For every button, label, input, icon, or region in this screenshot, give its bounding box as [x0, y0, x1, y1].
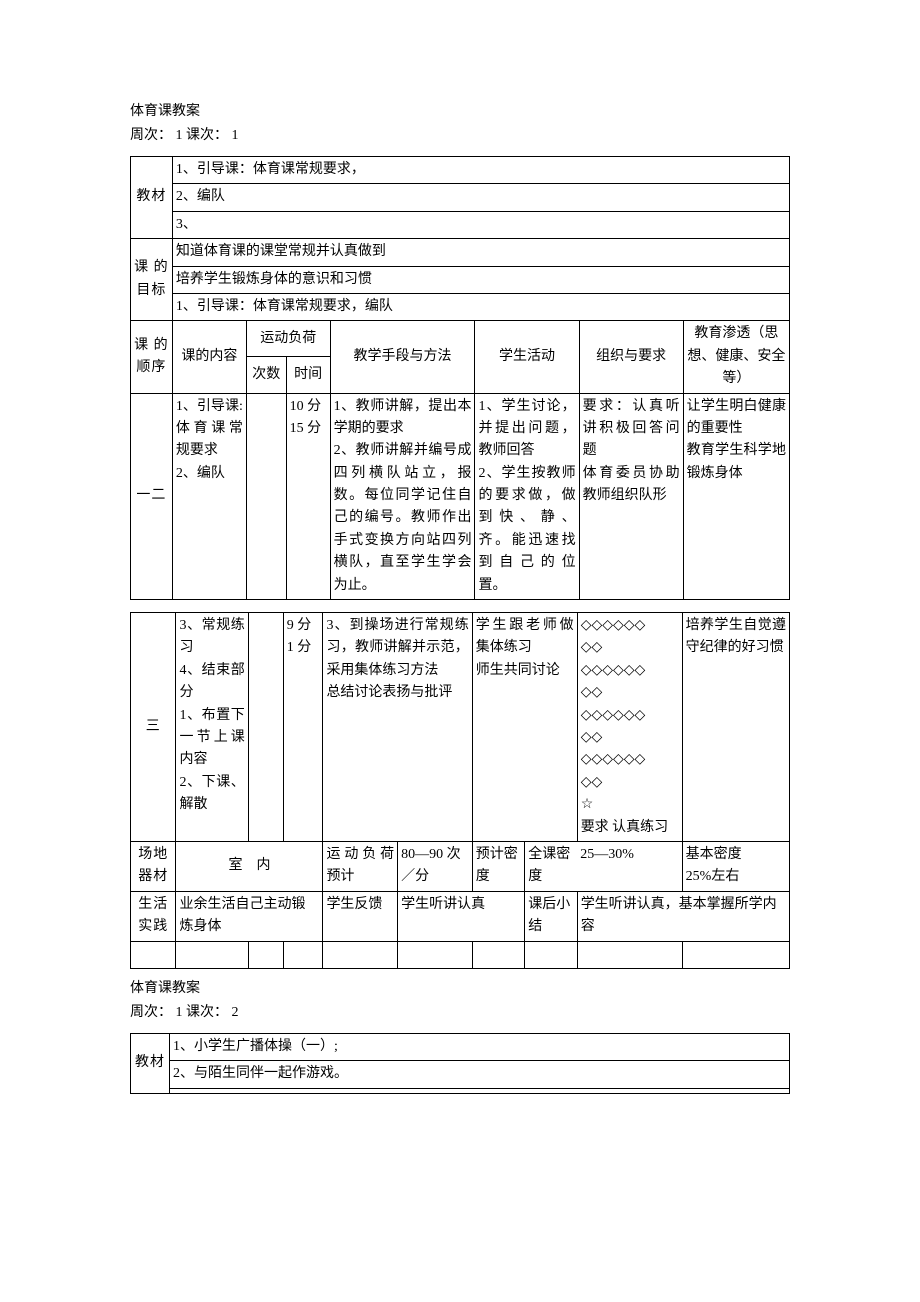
doc-title-1: 体育课教案	[130, 100, 790, 120]
shenghuo-value: 业余生活自己主动锻炼身体	[176, 891, 323, 941]
t1r1-time: 10 分15 分	[286, 393, 330, 600]
session-label-1: 课次：	[186, 128, 228, 143]
week-value-2: 1	[176, 1005, 183, 1020]
feedback-value: 学生听讲认真	[398, 891, 525, 941]
load-forecast-value: 80—90 次／分	[398, 841, 473, 891]
t1r1-edu: 让学生明白健康的重要性教育学生科学地锻炼身体	[683, 393, 789, 600]
session-label-2: 课次：	[186, 1005, 228, 1020]
col-count: 次数	[246, 357, 286, 393]
mubiao-row-0: 知道体育课的课堂常规并认真做到	[172, 239, 789, 266]
jiaocai-label-2: 教材	[131, 1033, 170, 1093]
lesson1-table-top: 教材 1、引导课：体育课常规要求， 2、编队 3、 课 的目标 知道体育课的课堂…	[130, 156, 790, 600]
empty-row	[131, 941, 790, 968]
full-density-value: 25—30%	[577, 841, 682, 891]
week-session-1: 周次： 1 课次： 1	[130, 124, 790, 144]
session-value-2: 2	[232, 1005, 239, 1020]
changdi-label: 场地器材	[131, 841, 176, 891]
t1r1-method: 1、教师讲解，提出本学期的要求2、教师讲解并编号成四列横队站立，报数。每位同学记…	[330, 393, 475, 600]
col-load: 运动负荷	[246, 321, 330, 357]
l2-jiaocai-row-0: 1、小学生广播体操（一）;	[170, 1033, 790, 1060]
mubiao-row-2: 1、引导课：体育课常规要求，编队	[172, 293, 789, 320]
density-forecast-label: 预计密度	[472, 841, 524, 891]
t1r1-content: 1、引导课: 体育课常规要求2、编队	[172, 393, 246, 600]
doc-title-2: 体育课教案	[130, 977, 790, 997]
t1r1-org: 要求：认真听讲积极回答问题体育委员协助教师组织队形	[579, 393, 683, 600]
mubiao-row-1: 培养学生锻炼身体的意识和习惯	[172, 266, 789, 293]
week-value-1: 1	[176, 128, 183, 143]
t1r1-count	[246, 393, 286, 600]
col-edu: 教育渗透（思想、健康、安全等）	[683, 321, 789, 393]
t2r1-time: 9 分1 分	[283, 613, 323, 842]
t1r1-activity: 1、学生讨论，并提出问题，教师回答2、学生按教师的要求做，做到快、静、齐。能迅速…	[475, 393, 579, 600]
t2r1-activity: 学生跟老师做集体练习师生共同讨论	[472, 613, 577, 842]
lesson1-table-bottom: 三 3、常规练习4、结束部分1、布置下一节上课内容2、下课、解散 9 分1 分 …	[130, 612, 790, 969]
full-density-label: 全课密度	[525, 841, 577, 891]
l2-jiaocai-row-1: 2、与陌生同伴一起作游戏。	[170, 1061, 790, 1088]
shunxu-label: 课 的顺序	[131, 321, 173, 393]
l2-jiaocai-row-2	[170, 1088, 790, 1093]
col-org: 组织与要求	[579, 321, 683, 393]
t2r1-edu: 培养学生自觉遵守纪律的好习惯	[682, 613, 789, 842]
col-time: 时间	[286, 357, 330, 393]
shenghuo-label: 生活实践	[131, 891, 176, 941]
t1r1-seq: 一二	[131, 393, 173, 600]
col-activity: 学生活动	[475, 321, 579, 393]
basic-density: 基本密度25%左右	[682, 841, 789, 891]
col-content: 课的内容	[172, 321, 246, 393]
t2r1-org: ◇◇◇◇◇◇◇◇◇◇◇◇◇◇◇◇◇◇◇◇◇◇◇◇◇◇◇◇◇◇◇◇☆要求 认真练习	[577, 613, 682, 842]
changdi-value: 室 内	[176, 841, 323, 891]
session-value-1: 1	[232, 128, 239, 143]
col-method: 教学手段与方法	[330, 321, 475, 393]
week-label-1: 周次：	[130, 128, 172, 143]
summary-label: 课后小结	[525, 891, 577, 941]
t2r1-content: 3、常规练习4、结束部分1、布置下一节上课内容2、下课、解散	[176, 613, 248, 842]
jiaocai-row-1: 2、编队	[172, 184, 789, 211]
load-forecast-label: 运动负荷预计	[323, 841, 398, 891]
t2r1-count	[248, 613, 283, 842]
week-label-2: 周次：	[130, 1005, 172, 1020]
jiaocai-row-2: 3、	[172, 211, 789, 238]
jiaocai-label: 教材	[131, 157, 173, 239]
mubiao-label: 课 的目标	[131, 239, 173, 321]
summary-value: 学生听讲认真，基本掌握所学内容	[577, 891, 789, 941]
t2r1-seq: 三	[131, 613, 176, 842]
t2r1-method: 3、到操场进行常规练习，教师讲解并示范，采用集体练习方法总结讨论表扬与批评	[323, 613, 472, 842]
lesson2-table: 教材 1、小学生广播体操（一）; 2、与陌生同伴一起作游戏。	[130, 1033, 790, 1094]
jiaocai-row-0: 1、引导课：体育课常规要求，	[172, 157, 789, 184]
week-session-2: 周次： 1 课次： 2	[130, 1001, 790, 1021]
feedback-label: 学生反馈	[323, 891, 398, 941]
